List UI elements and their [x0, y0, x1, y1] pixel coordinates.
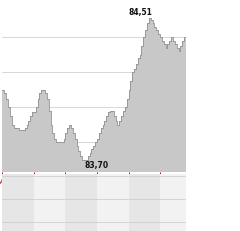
Bar — [128, 174, 160, 231]
Bar — [160, 174, 188, 231]
Bar — [66, 174, 97, 231]
Text: 83,70: 83,70 — [85, 161, 109, 170]
Bar — [97, 174, 128, 231]
Bar — [2, 174, 34, 231]
Bar — [34, 174, 66, 231]
Text: 84,51: 84,51 — [128, 8, 152, 17]
